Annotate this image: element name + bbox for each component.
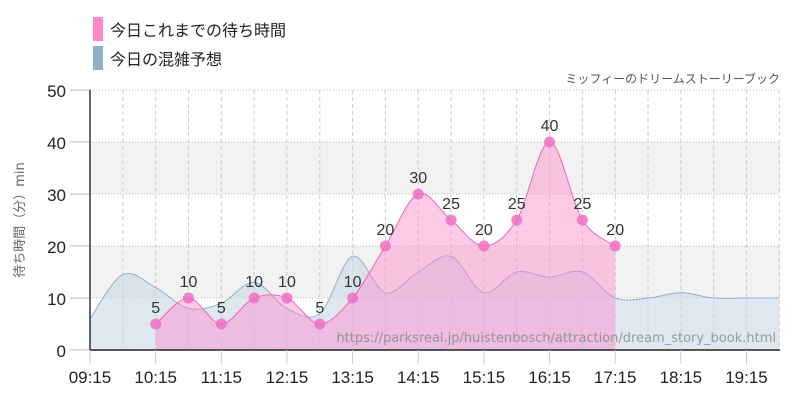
y-tick-label: 20 <box>47 238 66 257</box>
watermark-url: https://parksreal.jp/huistenbosch/attrac… <box>336 331 776 346</box>
data-point-label: 20 <box>606 222 624 239</box>
y-tick-label: 50 <box>47 82 66 101</box>
data-point-label: 20 <box>475 222 493 239</box>
y-tick-label: 0 <box>57 342 66 361</box>
y-tick-label: 40 <box>47 134 66 153</box>
forecast-area <box>90 255 780 350</box>
legend-item-actual[interactable]: 今日これまでの待ち時間 <box>93 14 286 43</box>
data-point[interactable] <box>412 188 424 200</box>
data-point[interactable] <box>150 318 162 330</box>
x-tick-label: 10:15 <box>134 368 177 387</box>
y-tick-label: 30 <box>47 186 66 205</box>
data-point-label: 5 <box>217 300 226 317</box>
data-point[interactable] <box>379 240 391 252</box>
x-tick-label: 11:15 <box>201 368 242 387</box>
x-tick-label: 13:15 <box>331 368 374 387</box>
x-tick-label: 16:15 <box>528 368 571 387</box>
y-tick-label: 10 <box>47 290 66 309</box>
data-point-label: 5 <box>315 300 324 317</box>
x-tick-label: 09:15 <box>69 368 112 387</box>
data-point-label: 30 <box>409 170 427 187</box>
data-point-label: 10 <box>245 274 263 291</box>
data-point-label: 25 <box>442 196 460 213</box>
data-point[interactable] <box>609 240 621 252</box>
grid-band <box>90 142 780 194</box>
data-point[interactable] <box>511 214 523 226</box>
data-point[interactable] <box>544 136 556 148</box>
legend-swatch-actual <box>93 16 103 41</box>
data-point-label: 5 <box>151 300 160 317</box>
chart-subtitle: ミッフィーのドリームストーリーブック <box>565 72 780 86</box>
data-point-label: 10 <box>344 274 362 291</box>
data-point[interactable] <box>314 318 326 330</box>
forecast-line <box>89 255 780 320</box>
data-point[interactable] <box>215 318 227 330</box>
data-point-label: 10 <box>278 274 296 291</box>
data-point-label: 25 <box>508 196 526 213</box>
x-tick-label: 12:15 <box>266 368 309 387</box>
legend-label-actual: 今日これまでの待ち時間 <box>110 20 287 40</box>
legend: 今日これまでの待ち時間 今日の混雑予想 <box>93 14 286 72</box>
legend-label-forecast: 今日の混雑予想 <box>110 49 223 69</box>
data-point-label: 40 <box>541 118 559 135</box>
data-point[interactable] <box>445 214 457 226</box>
data-point[interactable] <box>182 292 194 304</box>
data-point[interactable] <box>478 240 490 252</box>
data-point-label: 25 <box>573 196 591 213</box>
data-point[interactable] <box>347 292 359 304</box>
y-axis-label: 待ち時間（分）min <box>13 162 28 278</box>
x-tick-label: 15:15 <box>463 368 506 387</box>
data-point[interactable] <box>576 214 588 226</box>
x-tick-label: 17:15 <box>594 368 637 387</box>
data-point-label: 10 <box>180 274 198 291</box>
data-point[interactable] <box>248 292 260 304</box>
legend-item-forecast[interactable]: 今日の混雑予想 <box>93 43 286 72</box>
x-tick-label: 19:15 <box>725 368 768 387</box>
data-point-label: 20 <box>377 222 395 239</box>
x-tick-label: 14:15 <box>397 368 440 387</box>
legend-swatch-forecast <box>93 45 103 70</box>
data-point[interactable] <box>281 292 293 304</box>
x-tick-label: 18:15 <box>660 368 703 387</box>
